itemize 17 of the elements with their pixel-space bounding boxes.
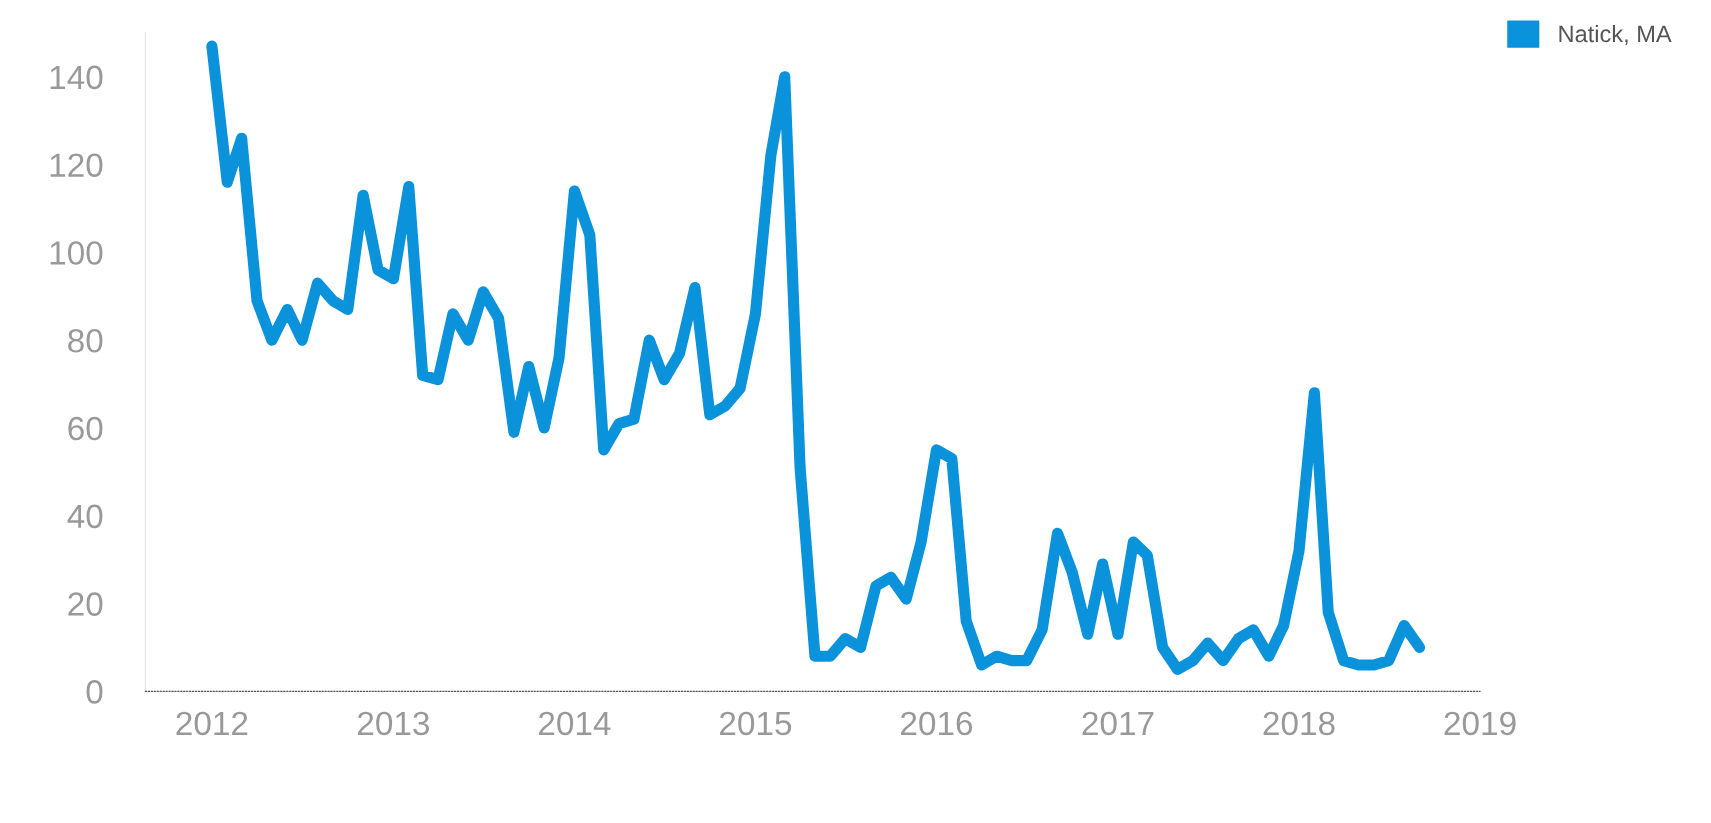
y-tick-label: 60: [68, 416, 103, 441]
x-tick-label: 2019: [1444, 711, 1516, 736]
x-tick-label: 2015: [720, 711, 792, 736]
y-tick-label: 140: [50, 65, 103, 90]
legend-label: Natick, MA: [1559, 24, 1672, 46]
x-tick-label: 2012: [176, 711, 248, 736]
y-tick-label: 100: [50, 241, 103, 265]
x-tick-label: 2013: [358, 711, 430, 736]
y-tick-label: 120: [50, 153, 103, 178]
y-tick-label: 20: [68, 592, 103, 616]
y-tick-label: 40: [67, 504, 103, 529]
x-tick-label: 2014: [539, 711, 611, 736]
y-tick-label: 0: [86, 680, 103, 704]
x-tick-label: 2016: [901, 711, 973, 736]
x-tick-label: 2018: [1263, 711, 1335, 736]
y-tick-label: 80: [68, 328, 103, 353]
x-tick-label: 2017: [1082, 711, 1154, 736]
